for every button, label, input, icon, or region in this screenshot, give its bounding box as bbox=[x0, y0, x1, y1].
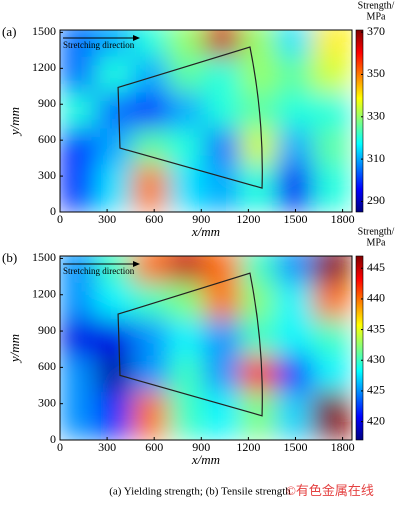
colorbar bbox=[355, 29, 364, 213]
y-tick-label: 300 bbox=[38, 168, 56, 182]
y-tick-label: 900 bbox=[38, 96, 56, 110]
panel-label: (a) bbox=[2, 24, 16, 39]
specimen-outline bbox=[117, 272, 263, 417]
y-tick-label: 0 bbox=[50, 204, 56, 218]
x-tick-label: 900 bbox=[192, 212, 210, 226]
cell bbox=[312, 391, 351, 440]
x-tick-label: 600 bbox=[145, 440, 163, 454]
colorbar-title: MPa bbox=[367, 11, 386, 22]
colorbar-tick-label: 420 bbox=[367, 413, 385, 427]
colorbar-tick-label: 310 bbox=[367, 151, 385, 165]
cell bbox=[60, 164, 99, 212]
cell bbox=[131, 164, 171, 212]
colorbar-tick-label: 435 bbox=[367, 321, 385, 335]
x-axis-label: x/mm bbox=[191, 452, 220, 467]
colorbar-tick-label: 445 bbox=[367, 260, 385, 274]
y-tick-label: 300 bbox=[38, 395, 56, 409]
cell bbox=[95, 164, 135, 212]
arrow-head bbox=[133, 261, 140, 267]
colorbar-tick-label: 430 bbox=[367, 352, 385, 366]
y-tick-label: 600 bbox=[38, 132, 56, 146]
x-tick-label: 0 bbox=[57, 212, 63, 226]
cell bbox=[204, 391, 243, 440]
y-axis-label: y/mm bbox=[7, 107, 22, 137]
arrow-head bbox=[133, 35, 140, 41]
colorbar-tick-label: 440 bbox=[367, 291, 385, 305]
x-tick-label: 900 bbox=[192, 440, 210, 454]
x-tick-label: 1500 bbox=[283, 440, 307, 454]
y-tick-label: 900 bbox=[38, 323, 56, 337]
cell bbox=[312, 164, 351, 212]
cell bbox=[60, 391, 99, 440]
x-tick-label: 600 bbox=[145, 212, 163, 226]
cell bbox=[95, 391, 135, 440]
colorbar-title: Strength/ bbox=[358, 0, 395, 11]
caption: (a) Yielding strength; (b) Tensile stren… bbox=[109, 486, 291, 498]
plot-frame bbox=[59, 29, 353, 213]
cell bbox=[131, 391, 171, 440]
watermark: ©有色金属在线 bbox=[286, 483, 374, 498]
y-tick-label: 1200 bbox=[32, 60, 56, 74]
colorbar-title: MPa bbox=[367, 237, 386, 248]
annotation: Stretching direction bbox=[63, 40, 135, 50]
heatmap-cells bbox=[60, 256, 351, 440]
specimen-outline bbox=[117, 46, 263, 189]
x-tick-label: 1800 bbox=[331, 440, 355, 454]
annotation: Stretching direction bbox=[63, 266, 135, 276]
colorbar-tick-label: 330 bbox=[367, 109, 385, 123]
colorbar-tick-label: 350 bbox=[367, 66, 385, 80]
cell bbox=[167, 164, 207, 212]
heatmap bbox=[60, 30, 351, 212]
colorbar-tick-label: 425 bbox=[367, 383, 385, 397]
y-tick-label: 1500 bbox=[32, 250, 56, 264]
y-tick-label: 1200 bbox=[32, 286, 56, 300]
colorbar-tick-label: 290 bbox=[367, 193, 385, 207]
plot-frame bbox=[59, 255, 353, 441]
colorbar bbox=[355, 255, 364, 441]
y-tick-label: 600 bbox=[38, 359, 56, 373]
x-tick-label: 1800 bbox=[331, 212, 355, 226]
x-tick-label: 300 bbox=[98, 212, 116, 226]
y-axis-label: y/mm bbox=[7, 334, 22, 364]
heatmap-cells bbox=[60, 30, 351, 212]
cell bbox=[204, 164, 243, 212]
x-tick-label: 1200 bbox=[236, 440, 260, 454]
colorbar-tick-label: 370 bbox=[367, 24, 385, 38]
colorbar-title: Strength/ bbox=[358, 226, 395, 237]
cell bbox=[276, 164, 315, 212]
x-tick-label: 300 bbox=[98, 440, 116, 454]
heatmap bbox=[60, 256, 351, 440]
x-tick-label: 0 bbox=[57, 440, 63, 454]
cell bbox=[240, 164, 279, 212]
panel-label: (b) bbox=[2, 250, 17, 265]
cell bbox=[167, 391, 207, 440]
y-tick-label: 1500 bbox=[32, 24, 56, 38]
y-tick-label: 0 bbox=[50, 432, 56, 446]
cell bbox=[240, 391, 279, 440]
x-tick-label: 1500 bbox=[283, 212, 307, 226]
x-tick-label: 1200 bbox=[236, 212, 260, 226]
x-axis-label: x/mm bbox=[191, 224, 220, 239]
cell bbox=[276, 391, 315, 440]
